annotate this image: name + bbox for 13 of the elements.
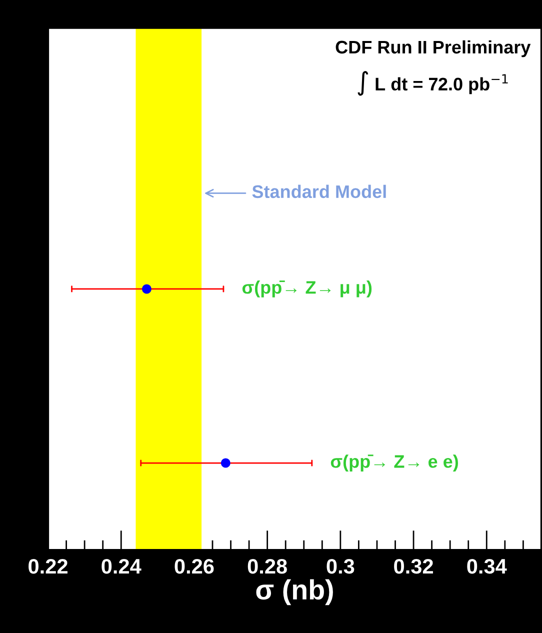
x-axis-title: σ (nb) [256,579,333,606]
text: CDF Run II Preliminary [336,40,531,58]
text: σ(pp̄→ Z→ μ μ) [242,280,372,298]
x-tick-label: 0.3 [326,558,354,574]
x-tick-label: 0.26 [174,558,214,574]
text: ∫ L dt = 72.0 pb$^{−1}$ [358,71,508,96]
x-tick-label: 0.32 [394,558,433,574]
x-tick-label: 0.22 [28,558,68,574]
x-tick-label: 0.24 [102,558,142,574]
x-tick-label: 0.34 [467,558,507,574]
text: σ(pp̄→ Z→ e e) [330,454,458,472]
x-tick-label: 0.28 [248,558,287,574]
band-label: Standard Model [252,184,386,198]
